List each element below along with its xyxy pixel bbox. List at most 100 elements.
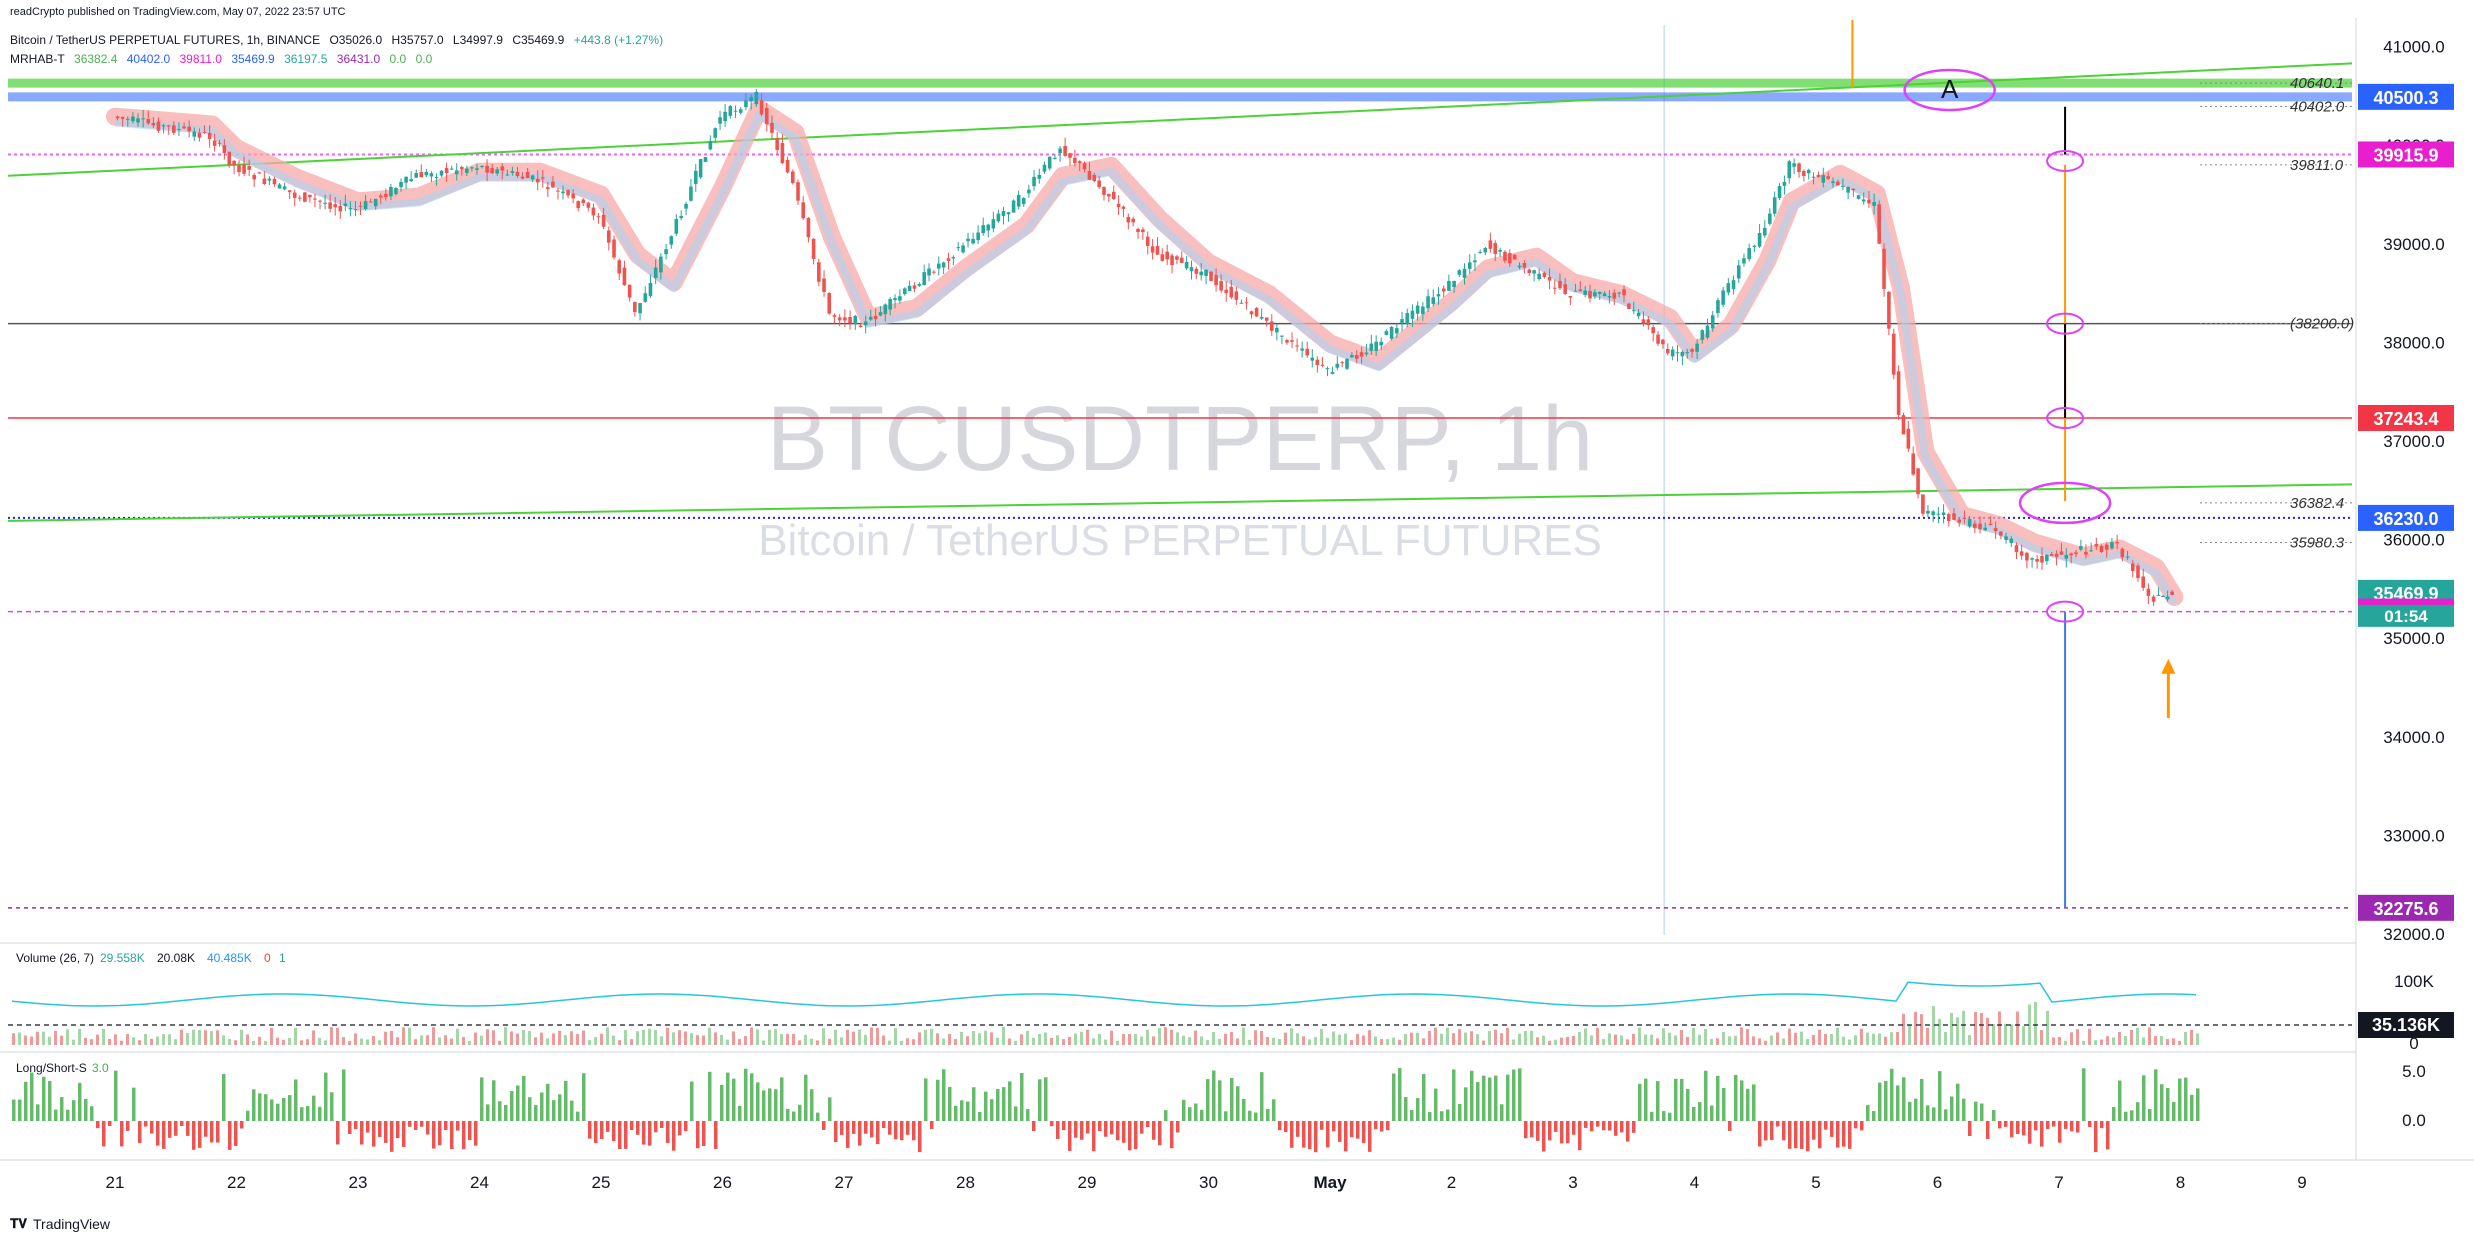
candle-body xyxy=(612,239,616,258)
longshort-bar xyxy=(2124,1111,2128,1121)
longshort-bar xyxy=(876,1121,880,1145)
candle-body xyxy=(917,284,922,286)
candle-body xyxy=(1136,228,1140,233)
candle-body xyxy=(2040,555,2044,563)
longshort-bar xyxy=(1452,1069,1456,1121)
longshort-bar xyxy=(2190,1094,2194,1121)
price-label-text: 37243.4 xyxy=(2373,409,2438,429)
candle-body xyxy=(1001,211,1006,216)
volume-bar xyxy=(1548,1040,1551,1045)
longshort-bar xyxy=(1512,1069,1516,1121)
longshort-bar xyxy=(2016,1121,2020,1135)
volume-bar xyxy=(1818,1029,1821,1045)
volume-bar xyxy=(402,1027,405,1045)
longshort-bar xyxy=(1908,1101,1912,1121)
volume-bar xyxy=(468,1040,471,1045)
volume-bar xyxy=(1680,1029,1683,1045)
volume-bar xyxy=(1266,1036,1269,1045)
volume-bar xyxy=(204,1030,207,1045)
longshort-bar xyxy=(258,1093,262,1121)
longshort-bar xyxy=(1782,1121,1786,1141)
candle-body xyxy=(282,186,287,190)
candle-body xyxy=(561,191,565,194)
volume-bar xyxy=(2190,1029,2193,1045)
volume-bar xyxy=(324,1040,327,1045)
candle-body xyxy=(287,190,292,193)
volume-bar xyxy=(612,1035,615,1045)
volume-bar xyxy=(366,1039,369,1045)
longshort-bar xyxy=(906,1121,910,1135)
longshort-bar xyxy=(1026,1109,1030,1121)
candle-body xyxy=(1792,163,1796,167)
longshort-bar xyxy=(276,1103,280,1121)
volume-bar xyxy=(1170,1029,1173,1045)
volume-bar xyxy=(1182,1035,1185,1045)
candle-body xyxy=(2069,553,2073,556)
volume-bar xyxy=(1248,1039,1251,1045)
volume-bar xyxy=(12,1033,15,1045)
longshort-bar xyxy=(810,1089,814,1121)
longshort-bar xyxy=(2040,1121,2044,1147)
longshort-bar xyxy=(978,1111,982,1121)
longshort-pane: Long/Short-S 3.0 5.0 0.0 xyxy=(12,1061,2426,1153)
volume-bar xyxy=(1254,1030,1257,1045)
longshort-bar xyxy=(2154,1069,2158,1121)
longshort-bar xyxy=(1020,1072,1024,1121)
symbol-name[interactable]: Bitcoin / TetherUS PERPETUAL FUTURES, 1h… xyxy=(10,33,321,47)
volume-bar xyxy=(66,1029,69,1045)
volume-bar xyxy=(786,1033,789,1045)
candle-body xyxy=(738,109,743,113)
candle-body xyxy=(1330,372,1335,374)
y-tick-label: 39000.0 xyxy=(2383,235,2444,254)
candle-body xyxy=(1752,245,1757,247)
candle-body xyxy=(2125,556,2130,558)
longshort-bar xyxy=(1758,1121,1762,1147)
volume-bar xyxy=(1050,1038,1053,1045)
candle-body xyxy=(770,122,774,133)
volume-bar xyxy=(990,1032,993,1045)
indicator-value: 39811.0 xyxy=(179,52,222,66)
candle-body xyxy=(358,205,363,207)
longshort-bar xyxy=(1692,1106,1696,1121)
volume-bar xyxy=(1992,1024,1995,1045)
candle-body xyxy=(328,202,332,209)
candle-body xyxy=(2045,554,2049,562)
candle-body xyxy=(1946,513,1951,521)
candle-body xyxy=(698,159,703,178)
longshort-bar xyxy=(336,1121,340,1145)
candle-body xyxy=(247,166,251,170)
longshort-bar xyxy=(1206,1079,1210,1121)
volume-bar xyxy=(1512,1039,1515,1045)
candle-body xyxy=(679,216,683,219)
volume-bar xyxy=(2124,1036,2127,1045)
volume-bar xyxy=(1164,1027,1167,1045)
volume-bar xyxy=(1614,1034,1617,1045)
candle-body xyxy=(1726,283,1731,293)
volume-bar xyxy=(816,1040,819,1045)
candle-body xyxy=(242,164,246,174)
candle-body xyxy=(141,118,145,120)
volume-bar xyxy=(2028,1004,2031,1045)
volume-bar xyxy=(2106,1036,2109,1045)
volume-bar xyxy=(288,1038,291,1045)
volume-legend-value: 1 xyxy=(279,951,286,965)
indicator-name[interactable]: MRHAB-T xyxy=(10,52,65,66)
candle-body xyxy=(1911,453,1915,475)
longshort-bar xyxy=(1662,1111,1666,1121)
longshort-bar xyxy=(162,1121,166,1149)
candle-body xyxy=(883,304,888,315)
longshort-bar xyxy=(240,1121,244,1129)
volume-bar xyxy=(462,1036,465,1045)
candle-body xyxy=(596,216,601,218)
volume-bar xyxy=(720,1034,723,1045)
candle-body xyxy=(1747,248,1751,260)
volume-bar xyxy=(504,1027,507,1045)
longshort-bar xyxy=(618,1121,622,1150)
longshort-bar xyxy=(2130,1110,2134,1121)
longshort-bar xyxy=(1938,1071,1942,1121)
volume-bar xyxy=(282,1039,285,1045)
trendline-lower xyxy=(7,483,2353,522)
longshort-bar xyxy=(1290,1121,1294,1148)
